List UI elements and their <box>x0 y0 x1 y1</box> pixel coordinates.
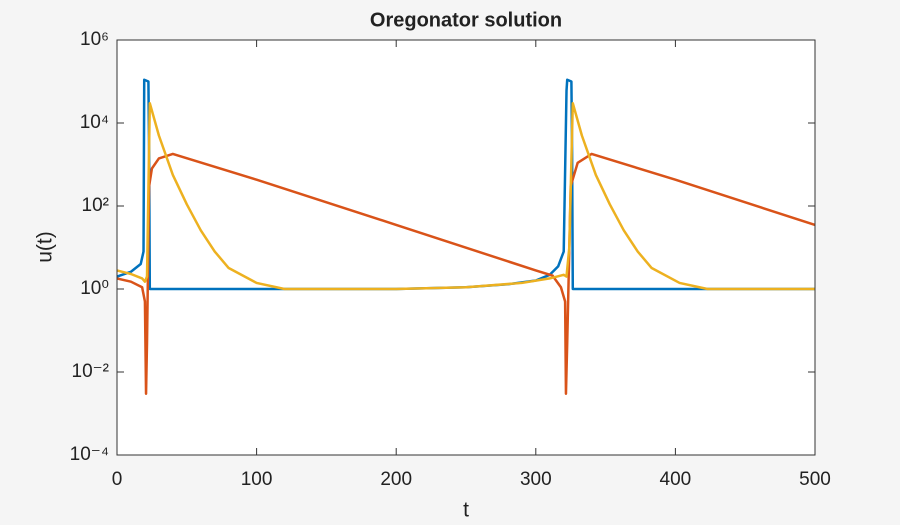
x-tick-label: 100 <box>241 469 273 490</box>
x-tick-label: 400 <box>660 469 692 490</box>
series-line <box>117 152 815 395</box>
y-tick-label: 10⁻² <box>72 361 110 382</box>
x-axis-label: t <box>463 499 469 522</box>
y-axis-label: u(t) <box>34 231 57 263</box>
y-tick-label: 10⁻⁴ <box>70 444 109 465</box>
y-tick-label: 10⁶ <box>80 29 109 50</box>
x-tick-label: 300 <box>520 469 552 490</box>
axes-box <box>116 39 816 456</box>
series-line <box>117 101 815 291</box>
y-tick-label: 10⁰ <box>80 278 109 299</box>
x-tick-label: 0 <box>112 469 123 490</box>
x-tick-label: 500 <box>799 469 831 490</box>
y-tick-label: 10⁴ <box>80 112 109 133</box>
y-tick-label: 10² <box>82 195 109 216</box>
x-tick-label: 200 <box>380 469 412 490</box>
chart-title: Oregonator solution <box>370 9 562 31</box>
